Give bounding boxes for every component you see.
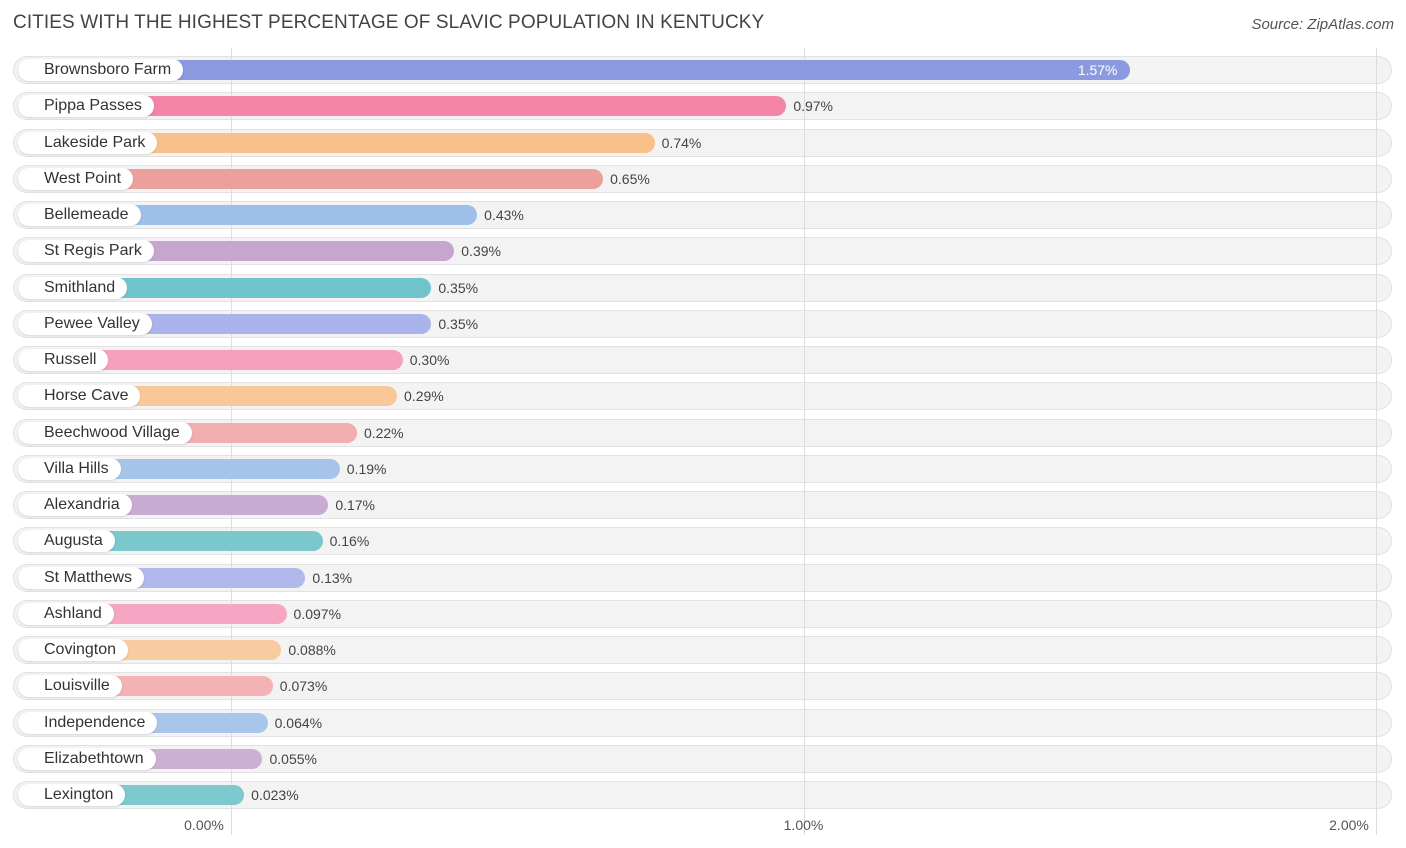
category-label: St Regis Park bbox=[18, 240, 154, 263]
category-label: Louisville bbox=[18, 675, 122, 698]
category-label: Lakeside Park bbox=[18, 131, 158, 154]
category-label: Lexington bbox=[18, 784, 126, 806]
category-label: Horse Cave bbox=[18, 385, 141, 408]
source-label: Source: ZipAtlas.com bbox=[1251, 16, 1394, 33]
category-label: Ashland bbox=[18, 602, 114, 625]
value-label: 0.29% bbox=[404, 388, 444, 405]
bar bbox=[18, 168, 604, 189]
value-label: 0.19% bbox=[346, 460, 387, 477]
value-label: 0.65% bbox=[610, 170, 650, 187]
category-label: Independence bbox=[18, 711, 158, 734]
value-label: 1.57% bbox=[1077, 62, 1118, 78]
category-label: Pippa Passes bbox=[18, 95, 154, 118]
category-label: Pewee Valley bbox=[18, 312, 152, 335]
category-label: Bellemeade bbox=[18, 204, 141, 226]
bar bbox=[18, 132, 655, 153]
value-label: 0.35% bbox=[438, 279, 479, 296]
value-label: 0.023% bbox=[251, 787, 299, 803]
value-label: 0.16% bbox=[329, 533, 370, 550]
category-label: Brownsboro Farm bbox=[18, 59, 184, 81]
value-label: 0.30% bbox=[409, 352, 450, 368]
value-label: 0.97% bbox=[793, 98, 834, 115]
category-label: Villa Hills bbox=[18, 457, 121, 480]
value-label: 0.073% bbox=[279, 678, 328, 695]
value-label: 0.35% bbox=[438, 315, 479, 332]
category-label: Alexandria bbox=[18, 494, 132, 516]
category-label: Smithland bbox=[18, 276, 128, 299]
category-label: Augusta bbox=[18, 530, 115, 553]
value-label: 0.097% bbox=[293, 605, 342, 622]
category-label: Russell bbox=[18, 349, 109, 371]
value-label: 0.055% bbox=[269, 750, 317, 767]
category-label: St Matthews bbox=[18, 566, 145, 589]
value-label: 0.064% bbox=[274, 714, 323, 731]
category-label: Beechwood Village bbox=[18, 421, 192, 444]
category-label: Covington bbox=[18, 639, 129, 661]
value-label: 0.43% bbox=[484, 207, 524, 223]
value-label: 0.17% bbox=[335, 497, 376, 513]
value-label: 0.13% bbox=[312, 569, 353, 586]
value-label: 0.39% bbox=[461, 243, 501, 260]
x-tick-label: 2.00% bbox=[1329, 817, 1369, 833]
x-tick-label: 0.00% bbox=[184, 817, 224, 833]
gridline bbox=[804, 48, 805, 835]
value-label: 0.088% bbox=[288, 642, 336, 658]
bar bbox=[18, 60, 1130, 80]
value-label: 0.22% bbox=[363, 424, 404, 441]
category-label: Elizabethtown bbox=[18, 747, 156, 770]
value-label: 0.74% bbox=[661, 134, 702, 151]
category-label: West Point bbox=[18, 167, 134, 190]
bar bbox=[18, 96, 787, 117]
x-tick-label: 1.00% bbox=[783, 817, 824, 833]
chart-title: CITIES WITH THE HIGHEST PERCENTAGE OF SL… bbox=[13, 12, 765, 33]
gridline bbox=[1376, 48, 1377, 835]
bar bbox=[18, 350, 403, 370]
